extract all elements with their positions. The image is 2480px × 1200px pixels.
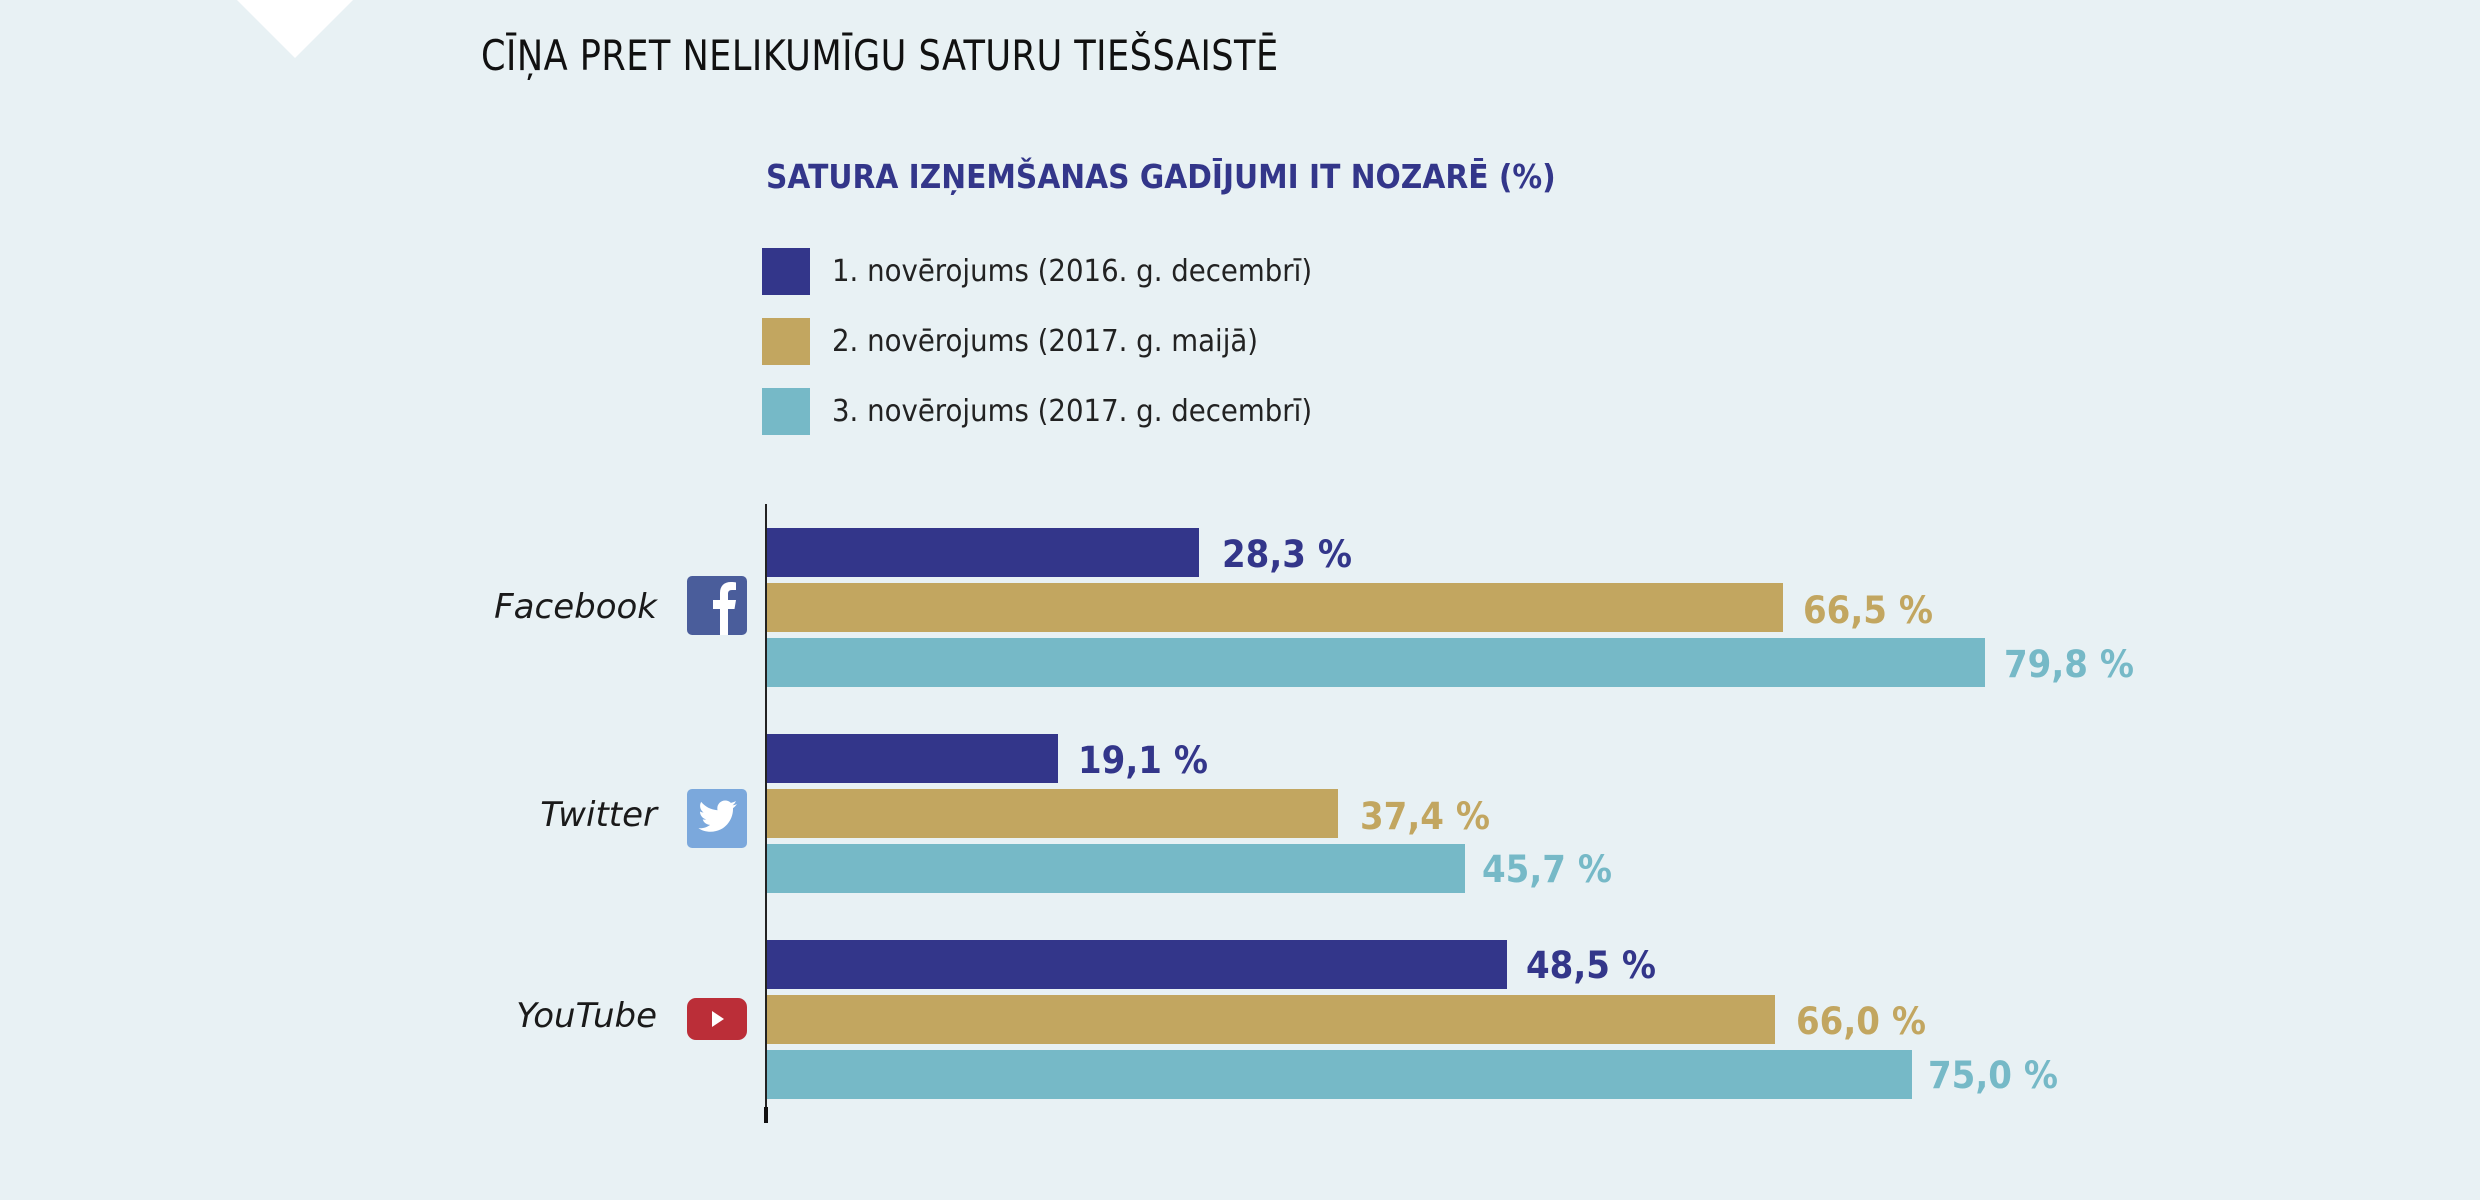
page-title: CĪŅA PRET NELIKUMĪGU SATURU TIEŠSAISTĒ: [481, 31, 1279, 80]
bar-youtube-series-1: [767, 940, 1507, 989]
chart-axis-foot: [764, 1107, 768, 1123]
legend-item-series-3: 3. novērojums (2017. g. decembrī): [762, 388, 1354, 435]
legend-item-series-2: 2. novērojums (2017. g. maijā): [762, 318, 1295, 365]
bar-facebook-series-2: [767, 583, 1783, 632]
chart-title: SATURA IZŅEMŠANAS GADĪJUMI IT NOZARĒ (%): [766, 157, 1556, 196]
chart-y-axis: [765, 504, 767, 1107]
bar-value-label: 48,5 %: [1526, 944, 1656, 987]
legend-label: 1. novērojums (2016. g. decembrī): [832, 254, 1313, 289]
bar-twitter-series-3: [767, 844, 1465, 893]
bar-twitter-series-2: [767, 789, 1338, 838]
legend-swatch-series-3: [762, 388, 810, 435]
bar-value-label: 45,7 %: [1482, 848, 1612, 891]
legend-label: 3. novērojums (2017. g. decembrī): [832, 394, 1313, 429]
category-label-facebook: Facebook: [494, 587, 657, 627]
category-label-twitter: Twitter: [540, 795, 657, 835]
bar-twitter-series-1: [767, 734, 1058, 783]
bar-value-label: 75,0 %: [1928, 1054, 2058, 1097]
legend-swatch-series-2: [762, 318, 810, 365]
legend-swatch-series-1: [762, 248, 810, 295]
facebook-icon: [687, 576, 747, 635]
bar-facebook-series-1: [767, 528, 1199, 577]
bar-youtube-series-2: [767, 995, 1775, 1044]
corner-triangle-decoration: [237, 0, 353, 58]
bar-value-label: 28,3 %: [1222, 533, 1352, 576]
category-label-youtube: YouTube: [516, 996, 657, 1036]
bar-value-label: 37,4 %: [1360, 795, 1490, 838]
bar-youtube-series-3: [767, 1050, 1912, 1099]
legend-item-series-1: 1. novērojums (2016. g. decembrī): [762, 248, 1354, 295]
bar-value-label: 19,1 %: [1078, 739, 1208, 782]
bar-value-label: 79,8 %: [2004, 643, 2134, 686]
twitter-icon: [687, 789, 747, 848]
bar-value-label: 66,5 %: [1803, 589, 1933, 632]
legend-label: 2. novērojums (2017. g. maijā): [832, 324, 1259, 359]
bar-facebook-series-3: [767, 638, 1985, 687]
bar-value-label: 66,0 %: [1796, 1000, 1926, 1043]
youtube-icon: [687, 998, 747, 1040]
